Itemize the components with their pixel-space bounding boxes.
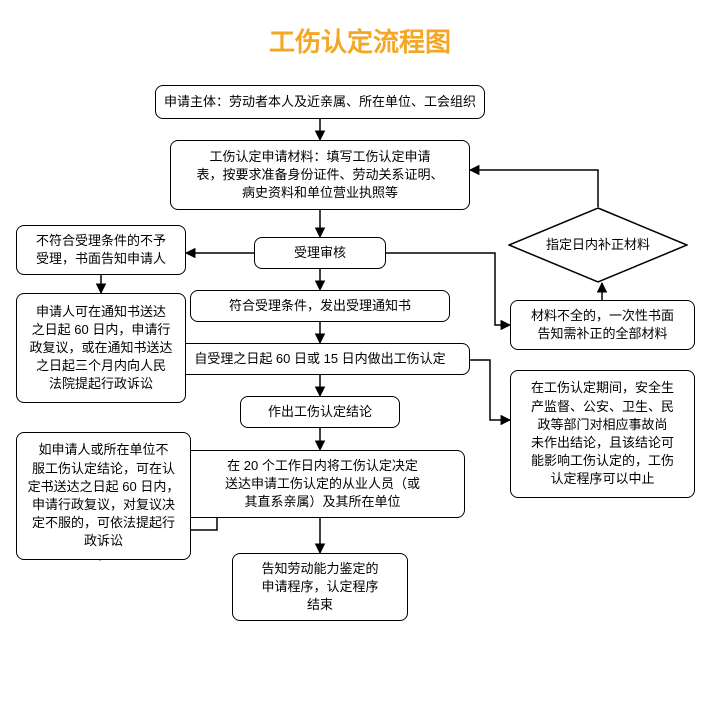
edge-n5-r2: [470, 360, 510, 420]
node-r1: 材料不全的，一次性书面 告知需补正的全部材料: [510, 300, 695, 350]
node-n1: 申请主体：劳动者本人及近亲属、所在单位、工会组织: [155, 85, 485, 119]
node-n4: 符合受理条件，发出受理通知书: [190, 290, 450, 322]
node-r2: 在工伤认定期间，安全生 产监督、公安、卫生、民 政等部门对相应事故尚 未作出结论…: [510, 370, 695, 498]
chart-title: 工伤认定流程图: [210, 22, 510, 59]
node-n7: 在 20 个工作日内将工伤认定决定 送达申请工伤认定的从业人员（或 其直系亲属）…: [180, 450, 465, 518]
node-d1: 指定日内补正材料: [508, 207, 688, 283]
node-l1: 不符合受理条件的不予 受理，书面告知申请人: [16, 225, 186, 275]
node-l2: 申请人可在通知书送达 之日起 60 日内，申请行 政复议，或在通知书送达 之日起…: [16, 293, 186, 403]
node-n2: 工伤认定申请材料：填写工伤认定申请 表，按要求准备身份证件、劳动关系证明、 病史…: [170, 140, 470, 210]
node-n5: 自受理之日起 60 日或 15 日内做出工伤认定: [170, 343, 470, 375]
node-n6: 作出工伤认定结论: [240, 396, 400, 428]
flowchart-canvas: 工伤认定流程图 申请主体：劳动者本人及近亲属、所在单位、工会组织工伤认定申请材料…: [0, 0, 718, 705]
node-label: 指定日内补正材料: [546, 237, 650, 254]
node-l3: 如申请人或所在单位不 服工伤认定结论，可在认 定书送达之日起 60 日内， 申请…: [16, 432, 191, 560]
node-n8: 告知劳动能力鉴定的 申请程序，认定程序 结束: [232, 553, 408, 621]
node-n3: 受理审核: [254, 237, 386, 269]
edge-d1-n2: [470, 170, 598, 207]
